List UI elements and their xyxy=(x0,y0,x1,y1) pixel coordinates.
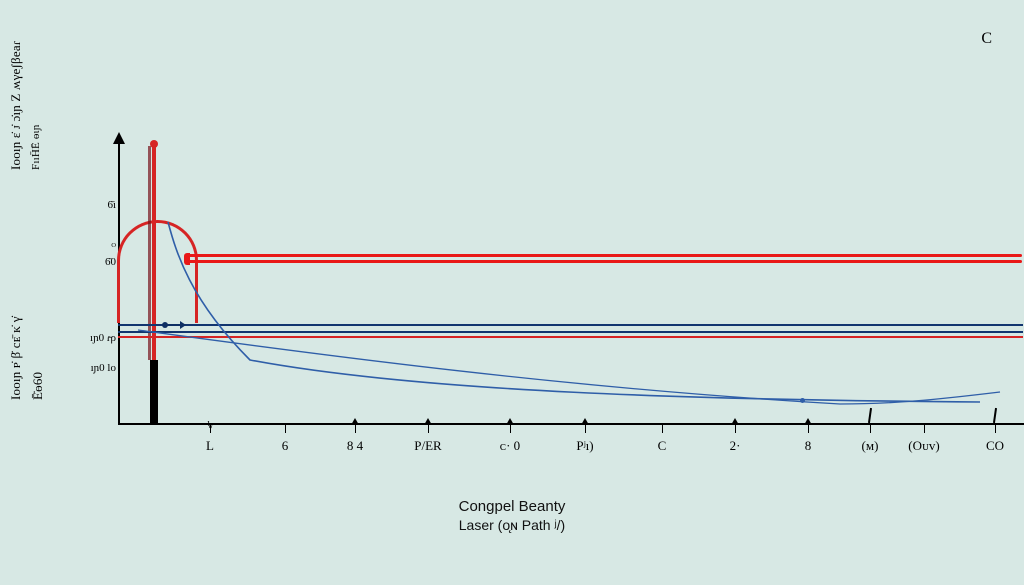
x-tick-label: L xyxy=(206,438,214,454)
x-tick-triangle-icon xyxy=(424,418,432,425)
x-tick-label: 8 xyxy=(805,438,812,454)
x-tick-mark xyxy=(870,423,871,433)
y-axis-title-lower1: Ioоıɲ ᴘ̇ β̇ cᴇ̄ ᴋ̇ γ̇ xyxy=(8,316,24,400)
y-tick-label: 6̄0 xyxy=(92,257,116,268)
x-tick-label: 6 xyxy=(282,438,289,454)
red-pillar-cap xyxy=(150,140,158,148)
y-axis-title-upper: Ioоıɲ ɛ̇ ᴊ̇ ɔ̇ıɲ Z ʍγeʃβeaɾ xyxy=(8,41,24,170)
x-tick-label: Pʲı) xyxy=(576,438,593,454)
x-axis-title: Congpel Beanty Laser (ᴏ̨ɴ Path ʲ/) xyxy=(0,498,1024,534)
chart-root: C Ioоıɲ ɛ̇ ᴊ̇ ɔ̇ıɲ Z ʍγeʃβeaɾ FııH̄Ē ɵιɲ… xyxy=(0,0,1024,585)
blue-beam-line-bot xyxy=(118,331,1023,333)
y-tick-label: ᴼ xyxy=(92,242,116,253)
x-tick-label: 2· xyxy=(730,438,741,454)
red-beam-line-bot xyxy=(188,260,1022,263)
y-title-superscript: C xyxy=(981,30,992,48)
y-tick-label: ıɲ0 lо xyxy=(58,362,116,374)
red-pillar xyxy=(152,146,156,360)
y-tick-label: ıɲ0 ɾ̵ρ xyxy=(58,332,116,344)
blue-beam-line-top xyxy=(118,324,1023,326)
x-tick-triangle-icon xyxy=(804,418,812,425)
beam-marker-icon xyxy=(162,318,184,332)
y-tick-label: 6̄ı xyxy=(92,200,116,211)
x-tick-label: CO xyxy=(986,438,1004,454)
x-tick-triangle-icon xyxy=(351,418,359,425)
x-tick-label: (Oᴜᴠ) xyxy=(908,438,940,454)
y-axis-title-upper-sub: FııH̄Ē ɵιɲ xyxy=(30,125,42,170)
x-tick-triangle-icon xyxy=(731,418,739,425)
x-tick-tack-icon xyxy=(868,408,872,423)
x-tick-tack-icon xyxy=(993,408,997,423)
x-tick-mark xyxy=(662,423,663,433)
red-arch xyxy=(117,220,198,323)
curve-point-icon xyxy=(800,398,805,403)
red-pillar-shadow xyxy=(148,146,151,360)
red-beam-line-top xyxy=(188,254,1022,257)
x-tick-label: (ᴍ) xyxy=(862,438,879,454)
x-tick-sublabel: ι̨ᵧ xyxy=(207,418,212,429)
x-tick-mark xyxy=(995,423,996,433)
x-tick-triangle-icon xyxy=(581,418,589,425)
x-axis-title-line1: Congpel Beanty xyxy=(0,498,1024,517)
red-thin-line xyxy=(118,336,1023,338)
x-axis-line xyxy=(118,423,1024,425)
x-tick-mark xyxy=(924,423,925,433)
x-axis-title-line2: Laser (ᴏ̨ɴ Path ʲ/) xyxy=(0,517,1024,535)
y-axis-title-lower2: Ē̇ɵ60 xyxy=(30,372,46,400)
x-tick-label: ᴄ· 0 xyxy=(500,438,520,454)
x-tick-label: P/ER xyxy=(414,438,441,454)
x-tick-mark xyxy=(285,423,286,433)
x-tick-triangle-icon xyxy=(506,418,514,425)
pillar-base xyxy=(150,360,158,423)
x-tick-label: 8 4 xyxy=(347,438,363,454)
x-tick-label: C xyxy=(658,438,667,454)
y-axis-arrowhead xyxy=(113,132,125,144)
